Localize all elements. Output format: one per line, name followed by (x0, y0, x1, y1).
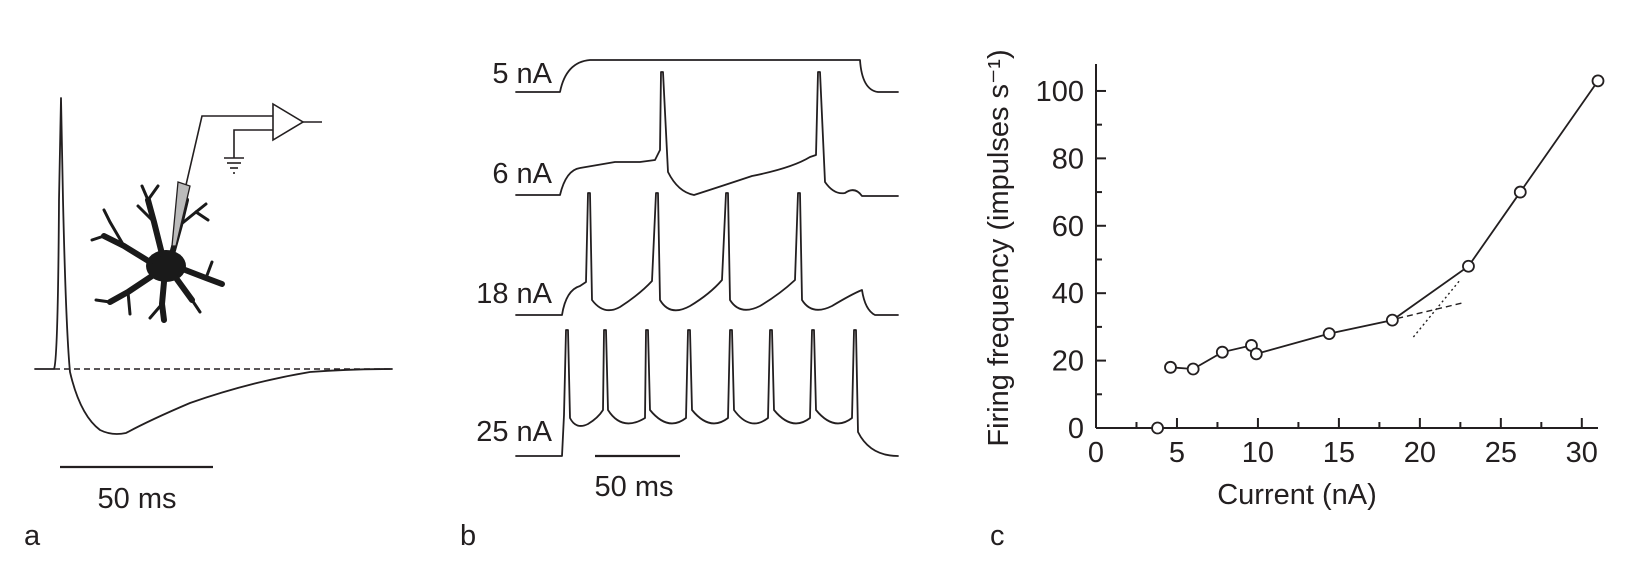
trace-label-25na: 25 nA (476, 416, 552, 448)
x-tick-label: 15 (1323, 437, 1355, 469)
x-tick-label: 5 (1169, 437, 1185, 469)
y-tick-label: 100 (1036, 76, 1084, 108)
scale-bar-a-label: 50 ms (98, 483, 177, 515)
action-potential-trace (34, 97, 393, 435)
panel-b-letter: b (460, 520, 476, 552)
amplifier-icon (185, 102, 322, 186)
fit-lines (1397, 279, 1466, 338)
data-point (1322, 327, 1336, 341)
trace-18na (515, 192, 899, 316)
y-tick-label: 80 (1052, 143, 1084, 175)
trace-5na (515, 59, 899, 93)
y-axis-label: Firing frequency (impulses s⁻¹) (983, 49, 1015, 446)
data-point (1385, 313, 1399, 327)
firing-frequency-chart: 0 5 10 15 20 25 30 0 20 40 60 80 100 Current (nA) F… (983, 49, 1605, 552)
x-tick-label: 10 (1242, 437, 1274, 469)
y-tick-label: 40 (1052, 278, 1084, 310)
data-point (1151, 421, 1164, 435)
y-tick-label: 60 (1052, 211, 1084, 243)
x-tick-label: 20 (1404, 437, 1436, 469)
data-point (1591, 74, 1605, 88)
panel-a: 50 ms a (24, 97, 393, 552)
trace-label-5na: 5 nA (492, 58, 552, 90)
fit-line-dashed (1397, 301, 1466, 320)
trace-label-6na: 6 nA (492, 158, 552, 190)
data-point (1249, 347, 1263, 361)
trace-6na (515, 71, 899, 197)
x-tick-label: 0 (1088, 437, 1104, 469)
trace-label-18na: 18 nA (476, 278, 552, 310)
fit-line-dotted (1412, 279, 1461, 338)
data-point (1186, 362, 1200, 376)
trace-25na (515, 329, 899, 457)
y-ticks: 0 20 40 60 80 100 (1036, 76, 1106, 445)
panel-c-letter: c (990, 520, 1005, 552)
series-line (1170, 80, 1599, 370)
data-point (1164, 360, 1177, 374)
data-point (1215, 345, 1229, 359)
x-tick-label: 30 (1566, 437, 1598, 469)
x-tick-label: 25 (1485, 437, 1517, 469)
y-tick-label: 0 (1068, 413, 1084, 445)
panel-b: 5 nA 6 nA 18 nA 25 nA 50 ms b (460, 58, 899, 552)
neuron-icon (90, 181, 225, 323)
scale-bar-b-label: 50 ms (595, 471, 674, 503)
x-ticks: 0 5 10 15 20 25 30 (1088, 418, 1598, 469)
data-point (1513, 185, 1527, 199)
data-points (1151, 74, 1605, 435)
x-axis-label: Current (nA) (1217, 479, 1377, 511)
panel-a-letter: a (24, 520, 41, 552)
data-point (1462, 259, 1475, 273)
y-tick-label: 20 (1052, 346, 1084, 378)
